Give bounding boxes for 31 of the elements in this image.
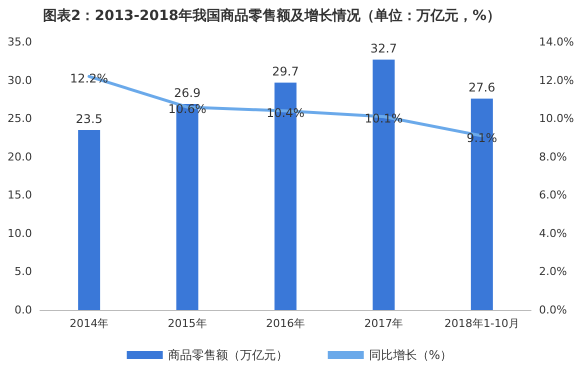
x-tick-label: 2018年1-10月 [444, 317, 520, 330]
data-label: 10.4% [266, 106, 305, 120]
y-tick-label: 30.0 [8, 74, 32, 87]
y2-tick-label: 2.0% [539, 265, 567, 278]
y-tick-label: 10.0 [8, 226, 32, 240]
chart-title: 图表2：2013-2018年我国商品零售额及增长情况（单位：万亿元，%） [43, 7, 501, 24]
x-tick-label: 2017年 [364, 317, 404, 330]
y-tick-label: 15.0 [8, 188, 32, 202]
x-tick-label: 2016年 [266, 317, 305, 330]
data-label: 32.7 [370, 42, 398, 56]
y-tick-label: 35.0 [8, 36, 32, 48]
y-tick-label: 20.0 [8, 150, 32, 164]
y-tick-label: 25.0 [8, 112, 32, 126]
data-label: 27.6 [468, 80, 496, 95]
x-tick-label: 2014年 [70, 317, 109, 330]
y2-tick-label: 14.0% [539, 36, 574, 48]
legend-label: 同比增长（%） [368, 348, 452, 362]
y2-tick-label: 4.0% [539, 226, 567, 240]
y2-tick-label: 8.0% [539, 150, 567, 164]
data-label: 26.9 [174, 86, 201, 100]
x-tick-label: 2015年 [168, 317, 207, 330]
legend-label: 商品零售额（万亿元） [168, 348, 288, 362]
y2-tick-label: 12.0% [539, 74, 574, 87]
y2-tick-label: 6.0% [539, 188, 567, 202]
data-label: 29.7 [272, 64, 299, 79]
y-tick-label: 5.0 [14, 265, 32, 278]
y2-tick-label: 10.0% [539, 112, 574, 126]
y2-tick-label: 0.0% [539, 304, 567, 316]
bar [78, 130, 100, 310]
data-label: 23.5 [76, 112, 102, 126]
y-tick-label: 0.0 [14, 304, 32, 316]
